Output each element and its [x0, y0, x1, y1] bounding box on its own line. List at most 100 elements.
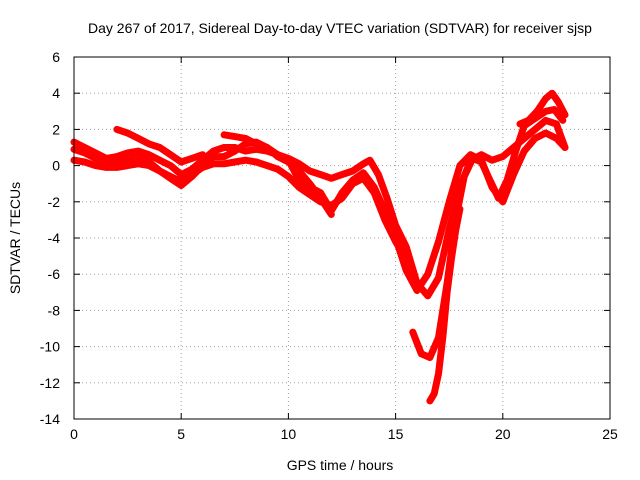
data-point — [210, 147, 217, 155]
data-point — [124, 162, 131, 169]
data-point — [542, 117, 549, 124]
data-point — [210, 153, 217, 160]
y-tick-label: -2 — [48, 194, 61, 210]
data-point — [452, 227, 459, 234]
data-point — [145, 151, 153, 158]
data-point — [516, 120, 524, 128]
data-point — [242, 135, 249, 142]
data-point — [178, 178, 185, 186]
data-point — [542, 95, 549, 102]
y-tick-label: -6 — [48, 266, 61, 282]
data-point — [199, 164, 206, 171]
y-tick-label: -12 — [40, 375, 60, 391]
data-point — [499, 153, 506, 160]
data-point — [553, 135, 560, 142]
data-point — [403, 256, 410, 263]
data-point — [253, 158, 260, 166]
data-point — [521, 147, 528, 155]
data-point — [328, 175, 335, 182]
y-tick-label: 2 — [52, 121, 60, 137]
x-tick-label: 20 — [495, 426, 511, 442]
data-point — [418, 350, 425, 357]
data-point — [295, 167, 303, 175]
data-point — [178, 171, 185, 178]
data-point — [553, 120, 560, 128]
data-point — [461, 173, 468, 180]
data-point — [263, 144, 271, 151]
data-point — [92, 162, 99, 169]
data-point — [551, 106, 558, 113]
data-point — [220, 131, 228, 138]
data-point — [435, 370, 442, 377]
y-axis-label: SDTVAR / TECUs — [7, 182, 23, 294]
data-point — [135, 160, 142, 167]
data-point — [285, 158, 292, 166]
data-point — [306, 167, 313, 175]
data-point — [242, 157, 249, 164]
data-point — [488, 157, 496, 164]
data-point — [403, 243, 410, 251]
grid — [74, 57, 610, 419]
data-point — [531, 126, 539, 133]
y-tick-label: -14 — [40, 411, 60, 427]
data-point — [443, 289, 451, 296]
y-tick-label: -8 — [48, 302, 61, 318]
data-point — [317, 171, 324, 178]
data-point — [167, 162, 174, 169]
y-tick-label: 4 — [52, 85, 60, 101]
data-point — [317, 195, 324, 202]
data-point — [360, 169, 367, 176]
data-point — [413, 287, 421, 294]
y-tick-label: 6 — [52, 49, 60, 65]
data-point — [542, 129, 549, 137]
data-point — [548, 90, 556, 97]
data-point — [188, 171, 196, 178]
data-point — [113, 126, 121, 133]
y-tick-label: -4 — [48, 230, 61, 246]
data-point — [124, 149, 131, 157]
data-point — [124, 129, 131, 137]
data-point — [231, 147, 238, 155]
data-point — [448, 256, 455, 263]
data-point — [199, 151, 206, 158]
data-point — [306, 191, 313, 198]
data-point — [383, 195, 391, 202]
data-point — [295, 184, 303, 191]
data-point — [503, 176, 511, 184]
y-tick-label: 0 — [52, 158, 60, 174]
data-point — [435, 274, 442, 281]
data-point — [274, 153, 281, 160]
data-point — [167, 173, 174, 180]
data-point — [360, 160, 367, 167]
data-point — [542, 108, 549, 115]
x-tick-label: 25 — [602, 426, 618, 442]
data-point — [525, 117, 532, 124]
data-point — [424, 292, 431, 300]
data-point — [555, 99, 562, 106]
x-tick-label: 0 — [70, 426, 78, 442]
data-point — [561, 111, 569, 119]
data-point — [478, 158, 485, 166]
data-point — [349, 167, 356, 175]
data-point — [285, 173, 292, 180]
data-point — [371, 189, 378, 196]
data-point — [403, 267, 410, 274]
data-point — [156, 157, 163, 164]
data-point — [242, 147, 249, 155]
data-point — [469, 155, 476, 162]
data-point — [253, 140, 260, 148]
data-point — [145, 162, 153, 169]
data-point — [512, 147, 519, 155]
data-point — [409, 328, 416, 336]
data-point — [231, 133, 238, 140]
data-point — [349, 180, 356, 187]
data-point — [81, 149, 88, 157]
data-point — [366, 157, 374, 164]
data-point — [274, 166, 281, 173]
data-point — [375, 171, 382, 178]
data-point — [456, 162, 464, 169]
data-point — [263, 162, 271, 169]
data-point — [156, 144, 163, 151]
series-layer — [70, 89, 569, 405]
data-point — [338, 171, 346, 178]
